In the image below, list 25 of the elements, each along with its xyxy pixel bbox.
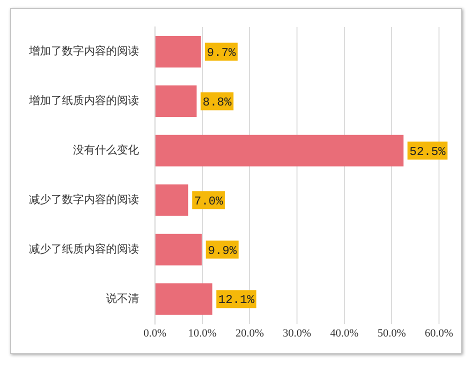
x-tick-label: 10.0% <box>188 327 217 340</box>
bar <box>156 134 404 166</box>
y-tick-label: 说不清 <box>106 292 139 305</box>
x-tick-label: 50.0% <box>377 327 406 340</box>
data-label: 9.9% <box>208 244 238 258</box>
y-tick-label: 减少了纸质内容的阅读 <box>29 242 139 256</box>
data-label: 9.7% <box>206 46 237 60</box>
data-label: 7.0% <box>194 194 224 208</box>
y-tick-label: 增加了纸质内容的阅读 <box>28 94 139 108</box>
x-tick-label: 30.0% <box>282 327 312 340</box>
data-label: 8.8% <box>202 95 232 110</box>
y-tick-label: 增加了数字内容的阅读 <box>28 44 139 58</box>
data-label: 12.1% <box>218 293 256 308</box>
data-label: 52.5% <box>410 144 446 159</box>
bar <box>156 36 201 68</box>
x-tick-label: 40.0% <box>330 327 359 340</box>
y-tick-label: 减少了数字内容的阅读 <box>29 193 139 206</box>
bar <box>156 184 188 216</box>
x-tick-label: 0.0% <box>144 327 166 340</box>
bar <box>156 234 202 266</box>
x-tick-label: 20.0% <box>235 327 264 340</box>
x-tick-label: 60.0% <box>424 327 454 340</box>
bar <box>156 85 197 117</box>
y-tick-label: 没有什么变化 <box>73 144 139 157</box>
bar <box>156 283 212 315</box>
